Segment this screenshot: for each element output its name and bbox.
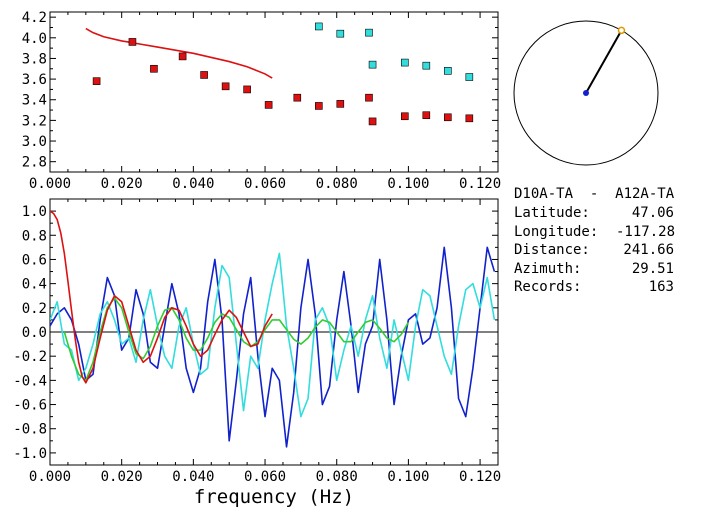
top-point-1 <box>422 111 431 120</box>
top-point-1 <box>150 64 158 73</box>
top-point-1 <box>92 77 101 85</box>
bottom-series-group <box>50 210 496 448</box>
top-point-2 <box>444 67 452 75</box>
top-xtick-label: 0.120 <box>459 176 501 192</box>
bottom-ytick-label: -0.2 <box>13 349 47 365</box>
top-ytick-label: 3.0 <box>22 134 47 150</box>
info-label: Azimuth: <box>514 260 582 277</box>
top-point-1 <box>200 71 208 79</box>
bottom-ytick-label: -0.6 <box>13 398 47 414</box>
bottom-ytick-label: 0.8 <box>22 228 47 244</box>
bottom-ytick-label: -1.0 <box>13 446 47 462</box>
bottom-series-line-3 <box>50 210 273 384</box>
bottom-ytick-label: 0.2 <box>22 301 47 317</box>
azimuth-circle <box>513 20 659 166</box>
top-ytick-label: 3.2 <box>22 113 47 129</box>
info-row: Longitude: -117.28 <box>514 223 676 240</box>
bottom-ytick-label: 0.4 <box>22 277 47 293</box>
top-point-1 <box>314 102 323 110</box>
bottom-ytick-label: -0.8 <box>13 422 47 438</box>
bottom-xtick-label: 0.000 <box>29 469 71 485</box>
azimuth-circle-outline <box>513 20 659 166</box>
bottom-ytick-label: 0.6 <box>22 252 47 268</box>
info-value: -117.28 <box>616 223 676 240</box>
top-xtick-label: 0.100 <box>387 176 429 192</box>
bottom-xtick-label: 0.020 <box>101 469 143 485</box>
top-point-1 <box>264 101 273 109</box>
azimuth-line <box>585 29 623 94</box>
dispersion-chart: 0.000 0.020 0.040 0.060 0.080 0.100 0.120 2.8 3.… <box>22 10 501 192</box>
bottom-series-line-1 <box>50 252 496 418</box>
bottom-ytick-label: -0.4 <box>13 373 47 389</box>
top-xtick-label: 0.080 <box>316 176 358 192</box>
top-point-1 <box>243 85 251 94</box>
top-point-1 <box>401 112 409 121</box>
station-center-dot <box>583 90 589 96</box>
top-xtick-label: 0.020 <box>101 176 143 192</box>
info-row: Latitude: 47.06 <box>514 205 674 221</box>
top-point-1 <box>293 93 302 102</box>
top-ytick-label: 4.2 <box>22 10 47 26</box>
info-value: 163 <box>648 279 674 295</box>
station-pair-title: D10A-TA - A12A-TA <box>514 186 675 202</box>
top-point-1 <box>368 117 377 126</box>
bottom-ytick-label: 1.0 <box>22 204 47 220</box>
info-value: 241.66 <box>623 242 674 258</box>
top-point-1 <box>444 113 452 122</box>
top-ytick-label: 3.4 <box>22 93 47 109</box>
top-ytick-label: 4.0 <box>22 31 47 47</box>
top-ytick-label: 2.8 <box>22 155 47 171</box>
top-series-line-0 <box>85 27 273 79</box>
top-xtick-label: 0.060 <box>244 176 286 192</box>
top-point-1 <box>221 82 230 91</box>
bottom-xtick-label: 0.100 <box>387 469 429 485</box>
top-point-1 <box>465 114 474 123</box>
bottom-xtick-label: 0.080 <box>316 469 358 485</box>
top-point-1 <box>336 100 345 108</box>
top-point-2 <box>336 29 345 38</box>
info-row: Distance: 241.66 <box>514 242 674 258</box>
bottom-xtick-label: 0.060 <box>244 469 286 485</box>
top-point-1 <box>365 93 373 102</box>
top-point-2 <box>422 61 431 70</box>
info-label: Longitude: <box>514 223 599 240</box>
info-row: Azimuth: 29.51 <box>514 261 674 277</box>
top-frame <box>49 11 499 173</box>
top-point-2 <box>365 28 373 37</box>
bottom-series-line-2 <box>63 297 410 382</box>
top-xtick-label: 0.000 <box>29 176 71 192</box>
top-ytick-label: 3.6 <box>22 72 47 88</box>
top-ytick-label: 3.8 <box>22 51 47 67</box>
info-label: Distance: <box>514 242 590 258</box>
top-point-1 <box>178 52 187 61</box>
bottom-series-line-0 <box>50 246 496 448</box>
station-end-dot <box>617 26 626 35</box>
bottom-xtick-label: 0.040 <box>172 469 214 485</box>
top-point-1 <box>128 38 137 46</box>
top-point-2 <box>314 22 323 31</box>
top-point-2 <box>368 60 377 69</box>
info-value: 29.51 <box>631 260 674 277</box>
top-point-2 <box>401 58 409 67</box>
info-label: Latitude: <box>514 205 590 221</box>
top-point-2 <box>465 73 474 81</box>
top-xtick-label: 0.040 <box>172 176 214 192</box>
x-axis-label: frequency (Hz) <box>194 486 354 508</box>
info-label: Records: <box>514 279 582 295</box>
bottom-xtick-label: 0.120 <box>459 469 501 485</box>
correlation-chart: 0.000 0.020 0.040 0.060 0.080 0.100 0.120 -1.0 -… <box>13 198 501 508</box>
info-value: 47.06 <box>631 205 674 221</box>
info-row: Records: 163 <box>514 279 674 295</box>
bottom-ytick-label: 0.0 <box>22 325 47 341</box>
